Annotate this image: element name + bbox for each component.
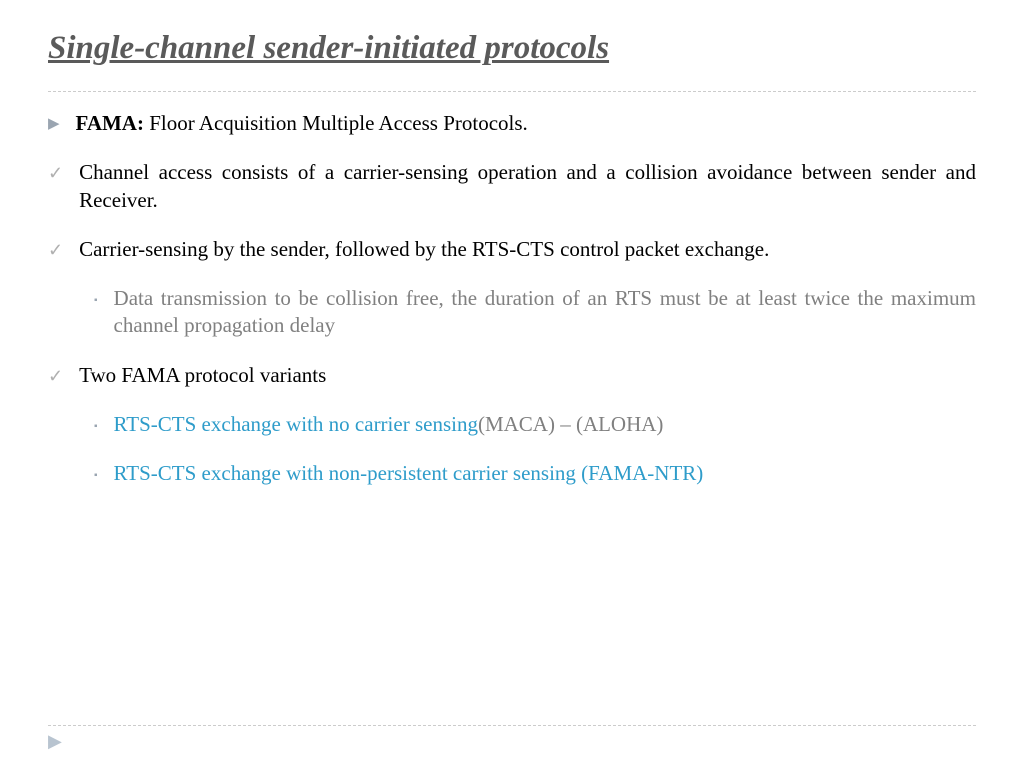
variant-2: ▪ RTS-CTS exchange with non-persistent c… xyxy=(94,460,976,487)
divider-bottom xyxy=(48,725,976,726)
point2-sub-text: Data transmission to be collision free, … xyxy=(114,285,976,340)
bullet-fama: ▶ FAMA: Floor Acquisition Multiple Acces… xyxy=(48,110,976,137)
variant1-rest: (MACA) – (ALOHA) xyxy=(478,412,663,436)
check-icon: ✓ xyxy=(48,239,63,263)
point1-text: Channel access consists of a carrier-sen… xyxy=(79,159,976,214)
sub-bullet-rts: ▪ Data transmission to be collision free… xyxy=(94,285,976,340)
variant1-line: RTS-CTS exchange with no carrier sensing… xyxy=(114,411,976,438)
check-icon: ✓ xyxy=(48,162,63,214)
bullet-point-2: ✓ Carrier-sensing by the sender, followe… xyxy=(48,236,976,263)
variant2-text: RTS-CTS exchange with non-persistent car… xyxy=(114,460,976,487)
square-icon: ▪ xyxy=(94,294,98,340)
point2-text: Carrier-sensing by the sender, followed … xyxy=(79,236,976,263)
slide-title: Single-channel sender-initiated protocol… xyxy=(48,30,976,67)
fama-line: FAMA: Floor Acquisition Multiple Access … xyxy=(76,110,976,137)
fama-label: FAMA: xyxy=(76,111,144,135)
point3-text: Two FAMA protocol variants xyxy=(79,362,976,389)
variant1-blue: RTS-CTS exchange with no carrier sensing xyxy=(114,412,478,436)
bullet-point-3: ✓ Two FAMA protocol variants xyxy=(48,362,976,389)
check-icon: ✓ xyxy=(48,365,63,389)
variant-1: ▪ RTS-CTS exchange with no carrier sensi… xyxy=(94,411,976,438)
nav-arrow-icon: ▶ xyxy=(48,731,62,752)
divider-top xyxy=(48,91,976,92)
arrow-icon: ▶ xyxy=(48,115,60,137)
slide-content: ▶ FAMA: Floor Acquisition Multiple Acces… xyxy=(48,110,976,488)
square-icon: ▪ xyxy=(94,469,98,487)
fama-text: Floor Acquisition Multiple Access Protoc… xyxy=(144,111,528,135)
bullet-point-1: ✓ Channel access consists of a carrier-s… xyxy=(48,159,976,214)
square-icon: ▪ xyxy=(94,420,98,438)
